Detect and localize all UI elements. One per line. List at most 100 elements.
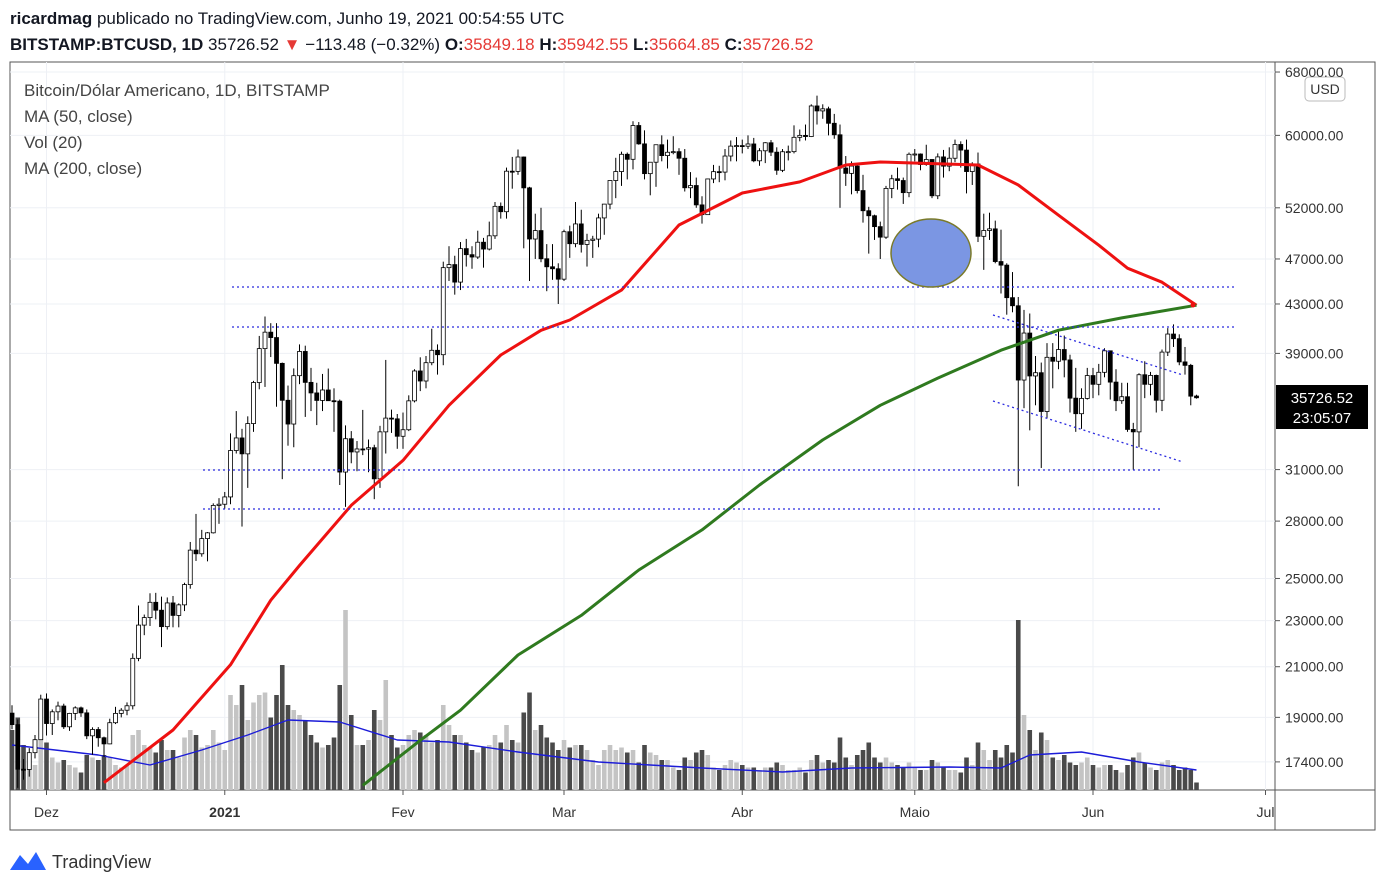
volume-bar [1130,757,1136,790]
volume-bar [360,745,366,790]
candle-body [1090,375,1096,385]
volume-bar [768,767,774,790]
volume-bar [1090,765,1096,790]
volume-bar [61,760,67,790]
volume-bar [774,762,780,790]
candle-body [590,238,596,241]
candle-body [688,185,693,189]
candle-body [1188,364,1194,397]
candle-body [1107,350,1113,383]
volume-bar [302,720,308,790]
volume-bar [527,692,532,790]
candle-body [101,737,107,745]
candle-body [199,538,205,555]
candle-body [952,144,958,159]
volume-bar [429,742,435,790]
volume-bar [314,742,320,790]
candle-body [486,235,492,250]
ma-end-dot [1190,302,1196,308]
volume-bar [1004,745,1010,790]
volume-bar [739,765,745,790]
candle-body [538,230,544,260]
candle-body [757,150,762,162]
candle-body [256,348,262,383]
candle-body [636,125,642,145]
candle-body [797,134,803,138]
candle-body [555,268,561,280]
candle-body [61,705,67,728]
volume-bar [279,665,285,790]
candle-body [1079,398,1084,415]
candle-body [711,171,716,180]
volume-bar [826,760,831,790]
candle-body [228,450,233,498]
volume-bar [182,737,187,790]
candle-body [492,205,498,237]
volume-bar [1096,767,1102,790]
x-tick-label: 2021 [209,804,240,820]
candle-body [889,178,895,189]
volume-bar [245,720,251,790]
volume-bar [498,742,504,790]
author: ricardmag [10,9,92,28]
volume-bar [688,760,693,790]
volume-bar [32,765,38,790]
candle-body [67,712,72,728]
volume-bar [297,715,302,790]
y-tick-label: 21000.00 [1285,659,1344,675]
volume-bar [808,760,814,790]
candle-body [15,724,21,770]
candle-body [26,752,32,770]
candle-body [998,261,1004,266]
candle-body [935,156,941,197]
volume-bar [780,765,785,790]
x-tick-label: Mar [552,804,576,820]
candle-body [509,170,515,173]
candle-body [745,143,751,147]
volume-bar [1136,752,1142,790]
volume-bar [607,745,613,790]
candle-body [573,223,578,245]
trend-line [992,400,1184,463]
volume-bar [866,742,872,790]
candle-body [676,151,682,159]
candle-body [1119,396,1125,402]
candle-body [314,392,320,401]
candle-body [785,151,791,154]
x-tick-label: Fev [391,804,414,820]
candle-body [400,429,406,437]
volume-bar [1148,767,1153,790]
volume-bar [446,725,452,790]
volume-bar [107,757,113,790]
close-label: C: [725,35,743,54]
brand-name: TradingView [52,852,152,872]
volume-bar [164,750,170,790]
volume-bar [831,762,837,790]
candle-body [705,178,711,216]
candle-body [113,712,118,724]
volume-bar [268,717,274,790]
candle-body [665,151,670,156]
candle-body [251,382,256,424]
candle-body [624,153,630,160]
candle-body [527,187,532,240]
volume-bar [394,747,400,790]
volume-bar [624,752,630,790]
volume-bar [199,747,205,790]
candle-body [762,142,768,152]
volume-bar [837,737,843,790]
volume-bar [348,715,354,790]
y-tick-label: 17400.00 [1285,754,1344,770]
candle-body [849,165,854,174]
candle-body [803,134,808,137]
volume-bar [78,772,84,790]
y-tick-label: 52000.00 [1285,200,1344,216]
candle-body [774,151,780,171]
volume-bar [883,757,889,790]
high-label: H: [539,35,557,54]
volume-bar [601,750,607,790]
volume-bar [532,730,538,790]
volume-bar [285,705,291,790]
candle-body [1159,351,1165,401]
candle-body [141,617,147,626]
